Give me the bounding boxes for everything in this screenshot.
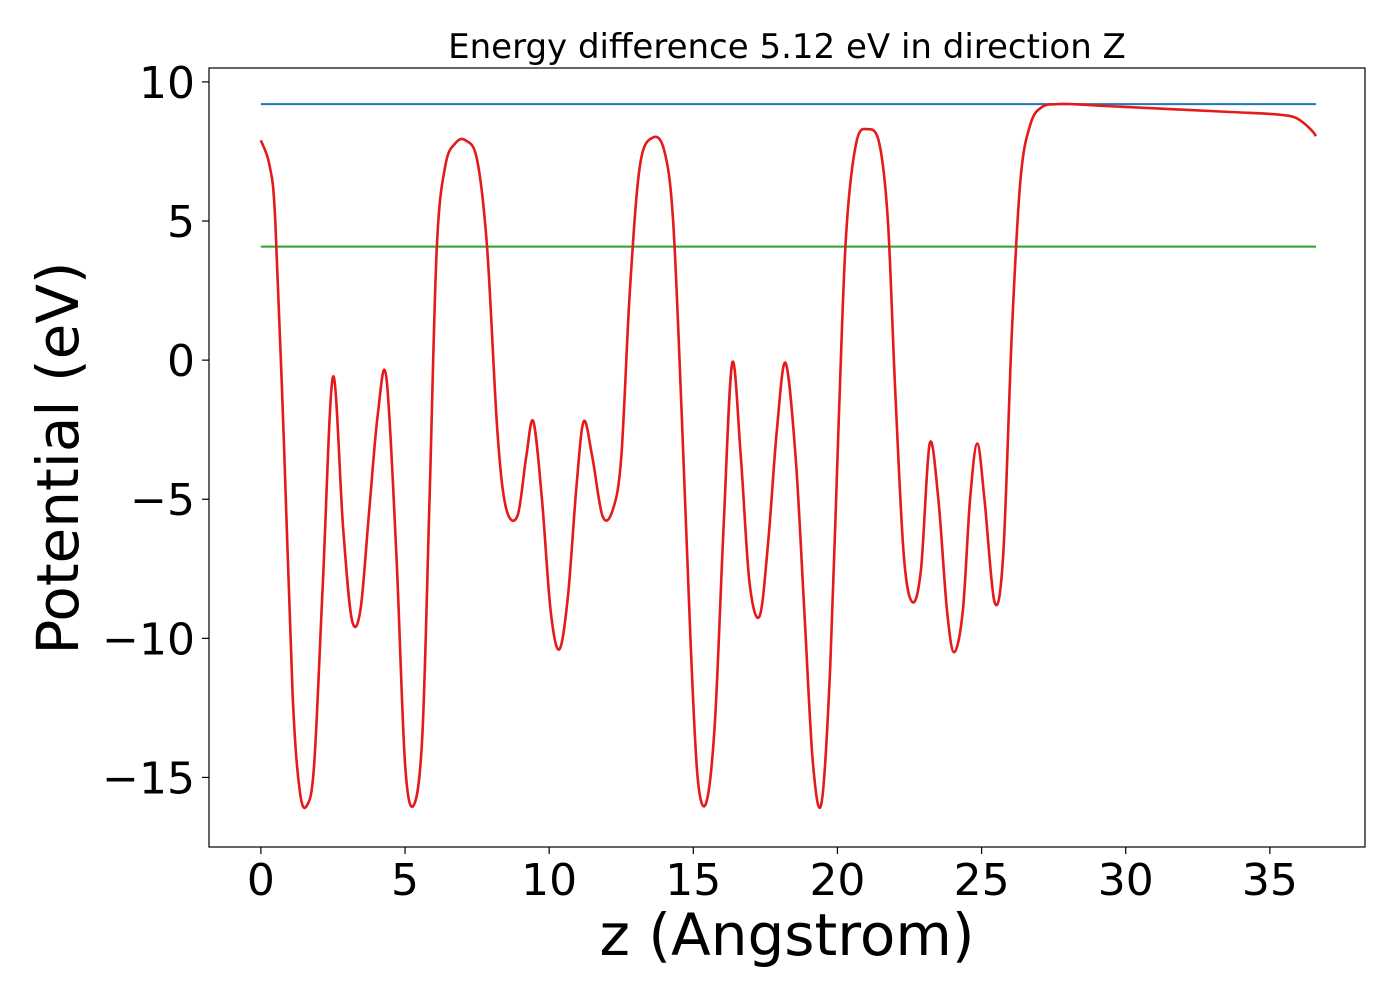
- x-tick-label: 20: [809, 855, 865, 906]
- x-tick-label: 35: [1242, 855, 1298, 906]
- y-tick-label: 0: [167, 336, 195, 387]
- y-tick-label: 10: [139, 58, 195, 109]
- y-tick-label: −10: [102, 614, 195, 665]
- plot-area: [259, 102, 1318, 810]
- chart-title: Energy difference 5.12 eV in direction Z: [448, 27, 1126, 67]
- x-tick-label: 15: [665, 855, 721, 906]
- y-axis-label: Potential (eV): [24, 261, 92, 654]
- x-tick-label: 5: [391, 855, 419, 906]
- axes-frame: [208, 67, 1366, 848]
- y-ticks: 10 5 0 −5 −10 −15: [102, 58, 209, 804]
- x-tick-label: 30: [1098, 855, 1154, 906]
- x-ticks: 0 5 10 15 20 25 30 35: [247, 847, 1298, 906]
- x-tick-label: 25: [954, 855, 1010, 906]
- y-tick-label: −15: [102, 753, 195, 804]
- x-tick-label: 0: [247, 855, 275, 906]
- y-tick-label: −5: [130, 475, 195, 526]
- y-tick-label: 5: [167, 197, 195, 248]
- x-axis-label: z (Angstrom): [600, 901, 975, 969]
- x-tick-label: 10: [521, 855, 577, 906]
- potential-line: [259, 102, 1318, 810]
